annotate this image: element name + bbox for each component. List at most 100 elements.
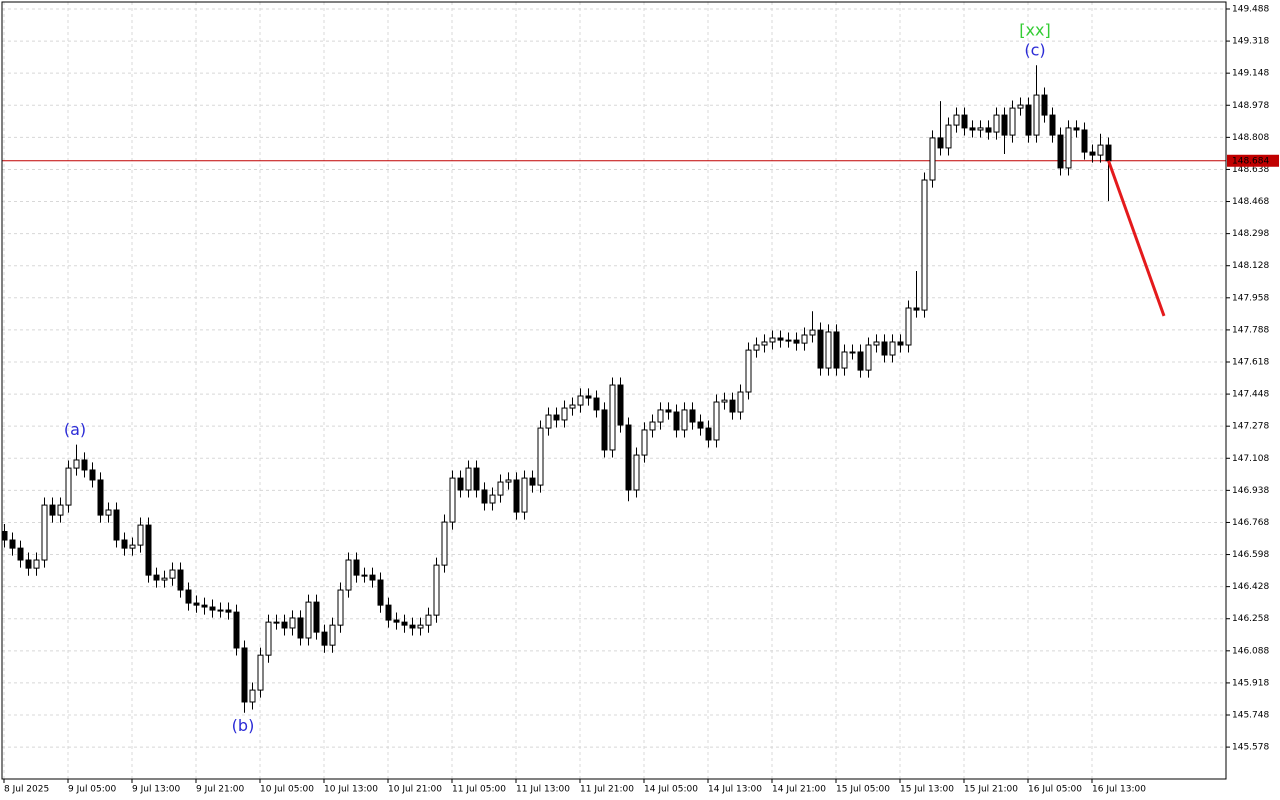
x-tick-label: 15 Jul 13:00: [900, 785, 954, 795]
candle-body: [609, 384, 616, 451]
candle-body: [393, 619, 400, 623]
x-tick-label: 9 Jul 13:00: [132, 785, 181, 795]
x-tick-label: 15 Jul 21:00: [964, 785, 1018, 795]
candle-body: [761, 341, 768, 346]
candle-body: [993, 114, 1000, 133]
candle-body: [17, 547, 24, 561]
candle-body: [937, 137, 944, 149]
candle-body: [489, 494, 496, 504]
candle-body: [529, 477, 536, 486]
candle-body: [1049, 114, 1056, 136]
wave-label: (c): [1024, 41, 1045, 60]
candle-body: [849, 351, 856, 354]
candle-body: [817, 329, 824, 369]
candle-body: [873, 341, 880, 346]
y-tick-label: 148.808: [1232, 133, 1269, 143]
candle-body: [889, 341, 896, 356]
candle-body: [601, 409, 608, 451]
candle-body: [977, 127, 984, 131]
candle-body: [1025, 104, 1032, 136]
candle-body: [953, 114, 960, 126]
x-tick-label: 10 Jul 13:00: [324, 785, 378, 795]
last-price-tag: [1227, 154, 1279, 167]
candle-body: [377, 579, 384, 606]
candle-body: [313, 601, 320, 633]
y-tick-label: 148.468: [1232, 197, 1269, 207]
candle-body: [105, 509, 112, 516]
wave-label: (a): [64, 420, 86, 439]
candle-body: [57, 504, 64, 516]
y-tick-label: 145.748: [1232, 711, 1269, 721]
candle-body: [473, 467, 480, 491]
y-tick-label: 145.578: [1232, 743, 1269, 753]
candle-body: [1, 531, 8, 541]
y-tick-label: 146.768: [1232, 518, 1269, 528]
candle-body: [257, 654, 264, 691]
y-tick-label: 149.488: [1232, 4, 1269, 14]
candle-body: [721, 399, 728, 403]
candle-body: [145, 524, 152, 576]
candle-body: [745, 349, 752, 393]
y-tick-label: 146.258: [1232, 614, 1269, 624]
candle-body: [121, 539, 128, 549]
candle-body: [617, 384, 624, 426]
candle-body: [1001, 114, 1008, 136]
candle-body: [921, 179, 928, 311]
x-tick-label: 8 Jul 2025: [4, 785, 49, 795]
candle-body: [137, 524, 144, 546]
candle-body: [769, 337, 776, 343]
candle-body: [833, 331, 840, 369]
candle-body: [265, 621, 272, 656]
candle-body: [481, 489, 488, 504]
candle-body: [241, 647, 248, 703]
candle-body: [89, 469, 96, 481]
candle-body: [1057, 134, 1064, 169]
candle-body: [505, 479, 512, 483]
candle-body: [777, 337, 784, 341]
x-tick-label: 11 Jul 05:00: [452, 785, 506, 795]
candle-body: [641, 429, 648, 456]
x-tick-label: 16 Jul 05:00: [1028, 785, 1082, 795]
candle-body: [1105, 144, 1112, 162]
forecast-line: [1107, 160, 1166, 317]
y-tick-label: 149.318: [1232, 37, 1269, 47]
candle-body: [945, 124, 952, 149]
candle-body: [289, 617, 296, 629]
candle-body: [417, 624, 424, 629]
candle-body: [513, 479, 520, 513]
candle-body: [353, 559, 360, 576]
wave-label: [xx]: [1019, 21, 1050, 40]
candle-body: [113, 509, 120, 541]
candle-body: [809, 329, 816, 336]
candle-body: [401, 621, 408, 626]
candle-body: [865, 344, 872, 371]
candle-body: [649, 421, 656, 431]
candle-body: [41, 504, 48, 561]
candle-body: [905, 307, 912, 346]
y-tick-label: 146.428: [1232, 582, 1269, 592]
candle-body: [713, 401, 720, 441]
candle-body: [753, 344, 760, 351]
candle-body: [193, 602, 200, 606]
candle-body: [729, 399, 736, 413]
candle-body: [697, 421, 704, 429]
candle-body: [737, 391, 744, 413]
x-tick-label: 15 Jul 05:00: [836, 785, 890, 795]
candle-body: [681, 409, 688, 431]
candle-body: [553, 414, 560, 421]
x-tick-label: 16 Jul 13:00: [1092, 785, 1146, 795]
candle-body: [881, 341, 888, 356]
y-tick-label: 147.958: [1232, 293, 1269, 303]
candle-body: [217, 609, 224, 612]
candle-body: [425, 614, 432, 626]
candle-body: [9, 539, 16, 549]
x-tick-label: 9 Jul 05:00: [68, 785, 117, 795]
candle-body: [65, 467, 72, 506]
candle-body: [185, 589, 192, 604]
candle-body: [1097, 144, 1104, 156]
candle-body: [449, 477, 456, 523]
candle-body: [457, 477, 464, 491]
candle-body: [321, 631, 328, 646]
candle-body: [577, 395, 584, 406]
candle-body: [913, 307, 920, 311]
